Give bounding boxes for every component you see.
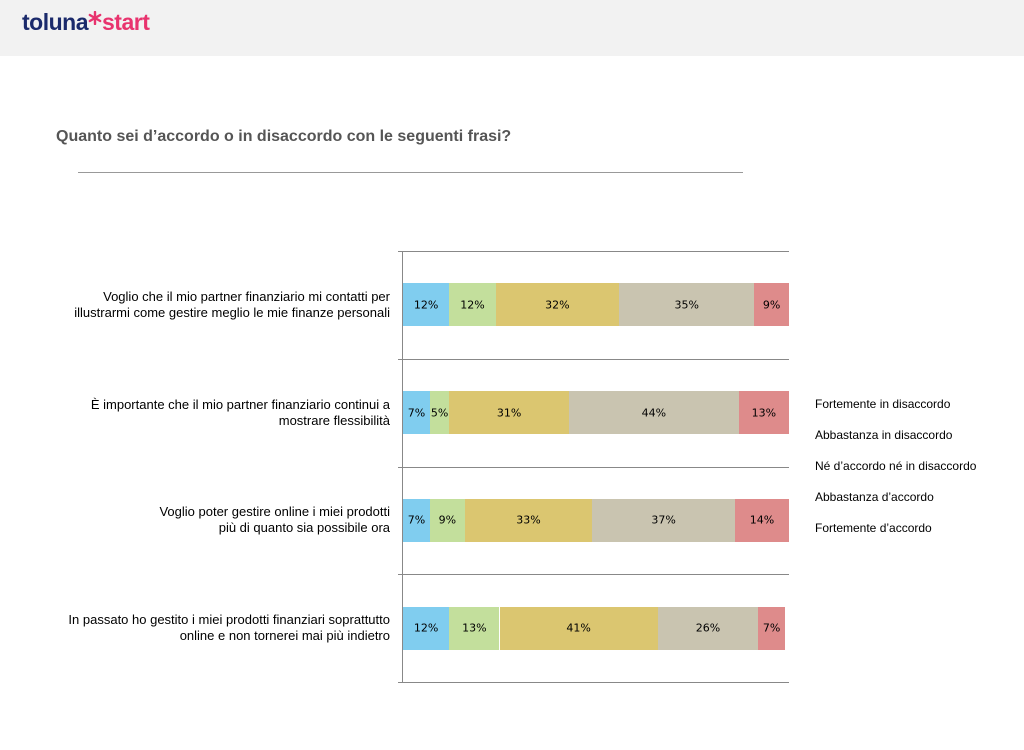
category-line: È importante che il mio partner finanzia…	[90, 396, 390, 412]
bar-segment	[430, 391, 450, 435]
bar-segment	[568, 391, 739, 435]
category-line: In passato ho gestito i miei prodotti fi…	[68, 612, 390, 628]
y-axis	[402, 251, 403, 682]
legend-label: Abbastanza d’accordo	[815, 490, 934, 504]
value-label: 12%	[413, 298, 439, 312]
legend-label: Abbastanza in disaccordo	[815, 428, 953, 442]
row-separator	[398, 574, 789, 575]
category-line: mostrare flessibilità	[278, 412, 390, 428]
value-label: 12%	[460, 298, 485, 312]
legend-item: Fortemente in disaccordo	[815, 397, 950, 411]
category-label: Voglio che il mio partner finanziario mi…	[10, 289, 390, 321]
legend-label: Fortemente in disaccordo	[815, 397, 951, 411]
category-line: Voglio poter gestire online i miei prodo…	[159, 504, 390, 520]
bar-segment	[734, 498, 789, 542]
value-label: 44%	[641, 406, 667, 420]
legend-label: Né d’accordo né in disaccordo	[815, 459, 977, 473]
row-separator	[398, 359, 789, 360]
logo: toluna start	[22, 9, 150, 36]
legend-item: Né d’accordo né in disaccordo	[815, 459, 976, 473]
value-label: 33%	[516, 513, 541, 527]
row-separator	[398, 467, 789, 468]
value-label: 5%	[430, 406, 449, 420]
value-label: 41%	[566, 621, 591, 635]
value-label: 14%	[749, 513, 775, 527]
legend-item: Abbastanza d’accordo	[815, 490, 934, 504]
bar-segment	[464, 498, 593, 542]
title-rule	[78, 172, 743, 173]
bar-segment	[449, 606, 500, 650]
category-label: Voglio poter gestire online i miei prodo…	[10, 504, 390, 536]
value-label: 31%	[496, 406, 522, 420]
bar-segment	[449, 283, 496, 327]
value-label: 7%	[762, 621, 781, 635]
category-label: In passato ho gestito i miei prodotti fi…	[10, 612, 390, 644]
bar-segment	[430, 498, 465, 542]
category-line: online e non tornerei mai più indietro	[179, 628, 390, 644]
legend-item: Abbastanza in disaccordo	[815, 428, 952, 442]
value-label: 13%	[751, 406, 777, 420]
product: start	[102, 9, 150, 35]
value-label: 13%	[462, 621, 487, 635]
bar-segment	[449, 391, 569, 435]
bar-segment	[403, 283, 450, 327]
row-separator	[398, 251, 789, 252]
bar-segment	[499, 606, 658, 650]
legend-label: Fortemente d’accordo	[815, 521, 932, 535]
logo-asterisk	[88, 10, 102, 26]
bar-segment	[403, 606, 450, 650]
value-label: 7%	[407, 513, 426, 527]
category-line: illustrarmi come gestire meglio le mie f…	[74, 304, 390, 320]
value-label: 12%	[413, 621, 439, 635]
bar-segment	[657, 606, 759, 650]
row-separator	[398, 682, 789, 683]
category-line: Voglio che il mio partner finanziario mi…	[103, 288, 390, 304]
bar-segment	[619, 283, 755, 327]
value-label: 37%	[651, 513, 676, 527]
bar-segment	[403, 498, 431, 542]
value-label: 9%	[762, 298, 781, 312]
chart-title: Quanto sei d’accordo o in disaccordo con…	[56, 128, 512, 145]
category-label: È importante che il mio partner finanzia…	[10, 397, 390, 429]
bar-segment	[403, 391, 431, 435]
legend-item: Fortemente d’accordo	[815, 521, 932, 535]
value-label: 9%	[438, 513, 457, 527]
bar-segment	[758, 606, 786, 650]
value-label: 26%	[695, 621, 721, 635]
bar-segment	[754, 283, 789, 327]
bar-segment	[592, 498, 735, 542]
value-label: 32%	[545, 298, 570, 312]
bar-segment	[495, 283, 620, 327]
category-line: più di quanto sia possibile ora	[218, 520, 390, 536]
header: toluna start	[0, 0, 1024, 56]
brand: toluna	[22, 9, 89, 35]
bar-segment	[738, 391, 789, 435]
value-label: 35%	[674, 298, 699, 312]
value-label: 7%	[407, 406, 426, 420]
